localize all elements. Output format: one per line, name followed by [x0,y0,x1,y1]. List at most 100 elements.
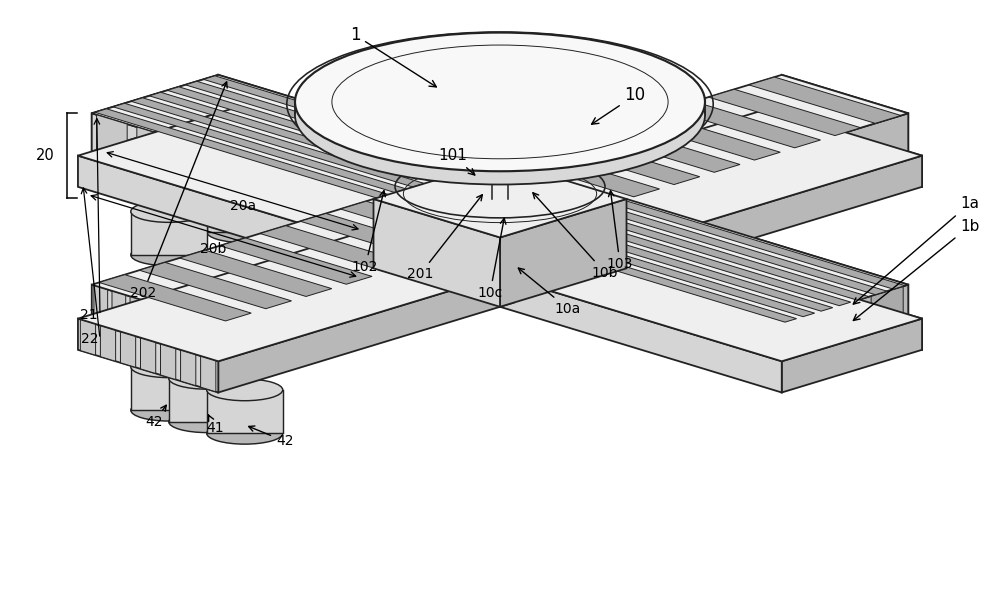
Text: 21: 21 [80,308,98,323]
Polygon shape [626,156,922,277]
Polygon shape [220,238,372,284]
Polygon shape [94,285,108,327]
Polygon shape [92,109,232,183]
Polygon shape [628,114,780,160]
Polygon shape [202,318,216,361]
Polygon shape [113,103,406,192]
Polygon shape [148,302,162,344]
Polygon shape [260,226,412,272]
Text: 102: 102 [352,191,385,274]
Polygon shape [92,199,500,323]
Polygon shape [99,274,251,321]
Ellipse shape [295,46,705,185]
Text: 201: 201 [407,195,482,282]
Polygon shape [472,198,626,277]
Polygon shape [230,298,301,358]
Text: 10a: 10a [518,268,581,316]
Polygon shape [588,126,740,172]
Polygon shape [500,75,908,199]
Polygon shape [768,109,922,187]
Polygon shape [149,92,443,182]
Polygon shape [177,139,208,187]
Ellipse shape [207,379,283,401]
Polygon shape [92,75,218,151]
Polygon shape [545,251,576,298]
Ellipse shape [131,356,207,377]
Polygon shape [593,189,606,231]
Polygon shape [139,262,292,309]
Polygon shape [502,161,516,203]
Polygon shape [373,160,626,238]
Polygon shape [131,212,207,255]
Polygon shape [520,166,534,209]
Text: 1b: 1b [853,219,979,320]
Polygon shape [626,113,908,237]
Polygon shape [78,318,218,393]
Polygon shape [500,199,626,307]
Polygon shape [207,390,283,434]
Polygon shape [626,229,922,350]
Polygon shape [594,206,887,295]
Text: 22: 22 [80,332,98,346]
Polygon shape [706,300,737,347]
Polygon shape [539,222,833,311]
Polygon shape [184,313,198,355]
Polygon shape [181,350,196,386]
Polygon shape [574,183,588,226]
Polygon shape [92,75,500,199]
Polygon shape [557,216,851,306]
Polygon shape [201,356,216,392]
Polygon shape [92,285,218,361]
Polygon shape [218,271,514,393]
Polygon shape [218,238,500,361]
Polygon shape [521,227,815,317]
Polygon shape [500,238,782,361]
Polygon shape [782,285,908,361]
Polygon shape [787,312,819,360]
Text: 10b: 10b [533,193,618,280]
Polygon shape [507,151,660,197]
Polygon shape [486,229,922,361]
Polygon shape [100,326,116,361]
Polygon shape [80,320,96,355]
Polygon shape [538,172,552,215]
Polygon shape [120,332,136,367]
Ellipse shape [131,399,207,421]
Ellipse shape [295,33,705,171]
Polygon shape [92,113,373,237]
Polygon shape [166,308,180,350]
Ellipse shape [169,367,245,389]
Polygon shape [708,89,861,136]
Polygon shape [666,288,696,335]
Polygon shape [300,213,453,260]
Polygon shape [746,312,777,360]
Polygon shape [373,199,500,307]
Polygon shape [167,87,461,176]
Polygon shape [92,109,528,241]
Text: 103: 103 [607,191,633,271]
Polygon shape [97,115,127,162]
Ellipse shape [169,411,245,432]
Text: 10: 10 [592,86,646,124]
Ellipse shape [207,221,283,242]
Ellipse shape [131,244,207,266]
Polygon shape [218,75,500,198]
Polygon shape [78,113,514,245]
Polygon shape [503,233,797,322]
Text: 10c: 10c [477,218,506,300]
Polygon shape [749,77,901,124]
Polygon shape [338,188,369,236]
Ellipse shape [207,423,283,444]
Text: 1: 1 [350,26,436,87]
Polygon shape [95,109,388,198]
Polygon shape [611,194,624,236]
Text: 101: 101 [439,148,475,175]
Polygon shape [161,344,176,379]
Text: 20: 20 [36,148,55,163]
Polygon shape [547,138,700,185]
Polygon shape [782,318,922,393]
Polygon shape [782,75,908,151]
Polygon shape [829,299,861,347]
Polygon shape [131,98,424,187]
Polygon shape [486,271,782,393]
